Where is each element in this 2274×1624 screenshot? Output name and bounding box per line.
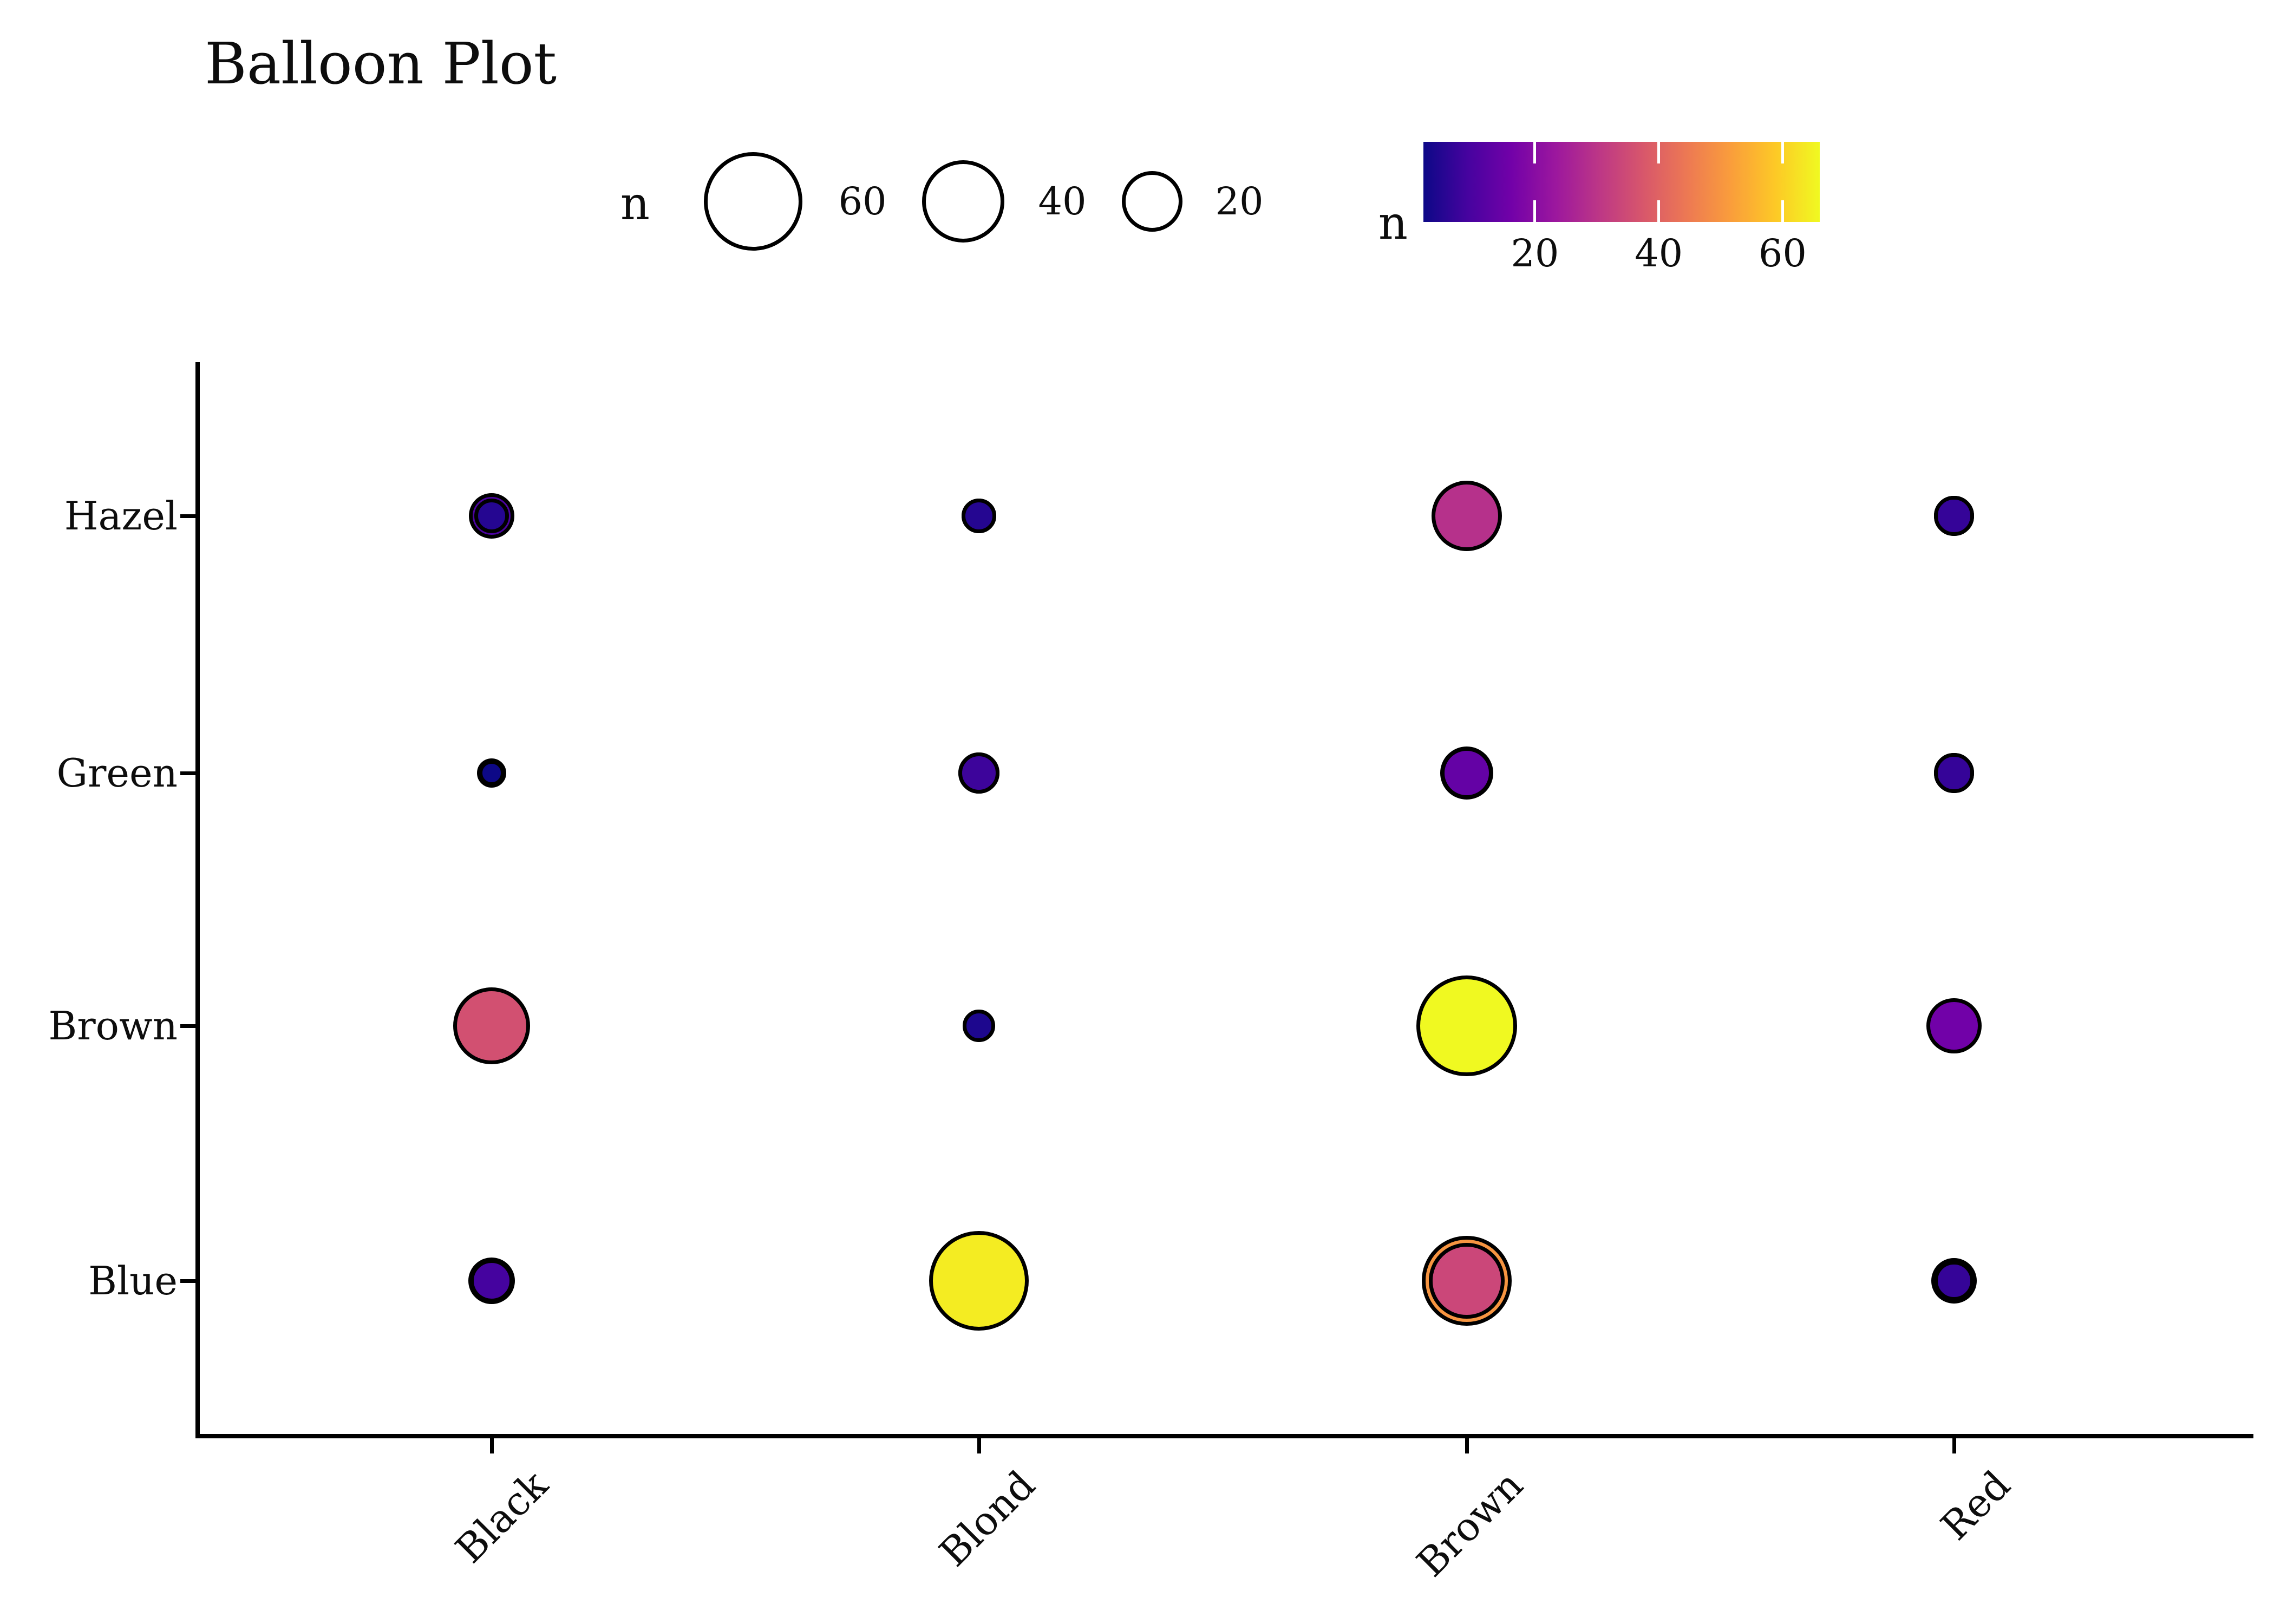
x-tick: [1952, 1438, 1956, 1453]
balloon: [469, 1259, 514, 1303]
balloon: [474, 498, 509, 534]
colorbar-tick: [1533, 200, 1537, 222]
size-legend-value: 60: [838, 179, 887, 224]
colorbar-tick: [1781, 142, 1784, 163]
x-tick-label: Red: [1932, 1462, 2019, 1549]
balloon: [479, 760, 505, 786]
balloon: [1416, 975, 1518, 1077]
y-tick: [180, 514, 195, 518]
x-tick: [1465, 1438, 1469, 1453]
colorbar-tick-label: 20: [1511, 231, 1559, 276]
x-tick: [977, 1438, 981, 1453]
x-tick-label: Brown: [1408, 1462, 1532, 1586]
colorbar-tick: [1533, 142, 1537, 163]
balloon: [1934, 753, 1974, 793]
size-legend-value: 40: [1038, 179, 1087, 224]
colorbar-tick-label: 40: [1635, 231, 1683, 276]
x-tick-label: Blond: [930, 1462, 1044, 1575]
colorbar-tick-label: 60: [1758, 231, 1807, 276]
plot-title: Balloon Plot: [205, 30, 557, 97]
size-legend-value: 20: [1215, 179, 1264, 224]
y-tick-label: Hazel: [64, 493, 178, 539]
colorbar-tick: [1781, 200, 1784, 222]
x-axis-line: [195, 1434, 2253, 1438]
balloon: [1441, 747, 1493, 799]
y-tick-label: Blue: [88, 1258, 178, 1304]
colorbar-tick: [1657, 200, 1661, 222]
size-legend-label: n: [620, 177, 650, 230]
colorbar-gradient: [1423, 142, 1820, 222]
y-tick: [180, 1024, 195, 1028]
y-tick: [180, 1279, 195, 1283]
y-axis-line: [195, 362, 200, 1438]
size-legend-circle: [704, 152, 802, 251]
colorbar-tick: [1657, 142, 1661, 163]
x-tick-label: Black: [447, 1462, 557, 1572]
balloon: [963, 1010, 995, 1042]
balloon: [453, 987, 531, 1065]
y-tick-label: Brown: [48, 1003, 178, 1049]
balloon: [1431, 480, 1502, 551]
colorbar-label: n: [1378, 197, 1408, 250]
balloon: [929, 1230, 1029, 1331]
y-tick: [180, 771, 195, 775]
y-tick-label: Green: [56, 750, 178, 796]
balloon: [1934, 496, 1974, 536]
x-tick: [490, 1438, 494, 1453]
size-legend-circle: [922, 160, 1004, 243]
balloon: [1429, 1243, 1505, 1319]
size-legend-circle: [1122, 171, 1182, 232]
balloon: [958, 752, 1000, 794]
balloon: [961, 498, 997, 534]
balloon: [1934, 1261, 1974, 1301]
balloon: [1926, 998, 1982, 1053]
